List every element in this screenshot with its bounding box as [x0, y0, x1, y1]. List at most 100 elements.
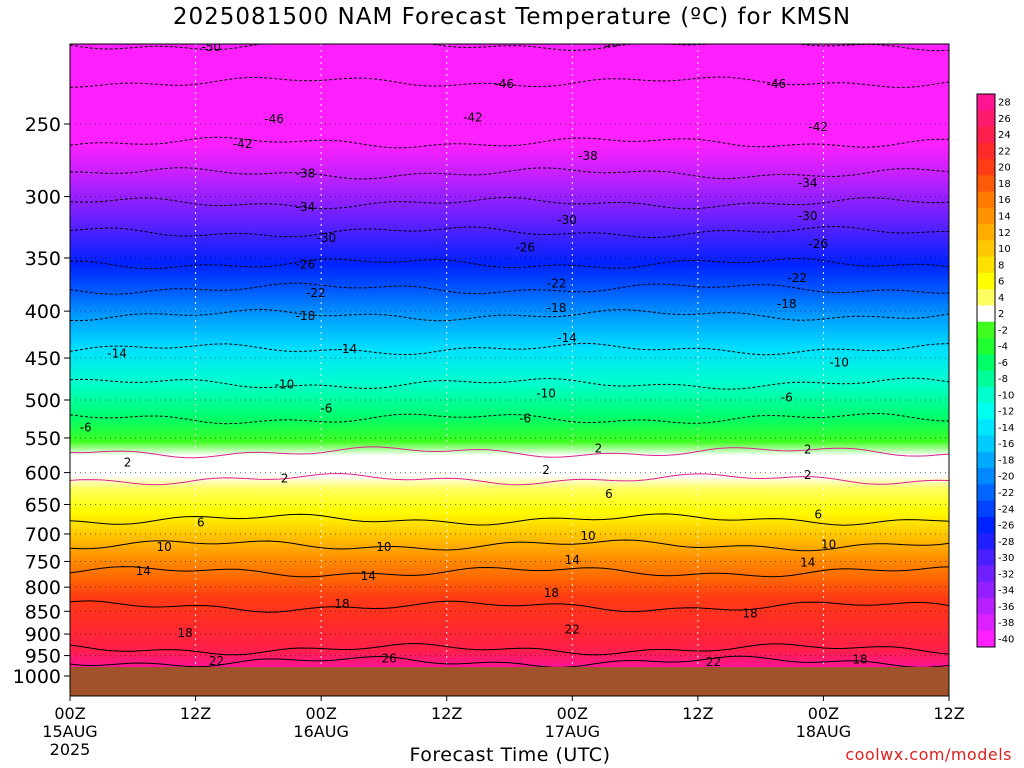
colorbar-swatch	[977, 435, 995, 453]
colorbar-swatch	[977, 484, 995, 502]
isotherm-26	[70, 655, 949, 668]
y-tick-label: 500	[25, 390, 61, 412]
isotherm-18	[70, 600, 949, 613]
isotherm-14	[70, 566, 949, 578]
contour-label: 14	[800, 556, 815, 570]
contour-label: -38	[296, 166, 316, 180]
x-tick-label-top: 00Z	[54, 704, 85, 723]
contour-label: -38	[578, 149, 598, 163]
colorbar-swatch	[977, 451, 995, 469]
colorbar-label: 14	[998, 211, 1011, 222]
contour-label: -22	[547, 276, 567, 290]
contour-label: -18	[777, 297, 797, 311]
y-tick-label: 350	[25, 248, 61, 270]
credit-link[interactable]: coolwx.com/models	[845, 745, 1012, 764]
contour-label: -26	[808, 237, 828, 251]
contour-label: -18	[296, 309, 316, 323]
colorbar-swatch	[977, 305, 995, 323]
colorbar-label: 16	[998, 195, 1011, 206]
x-tick-label-mid: 18AUG	[796, 722, 851, 741]
contour-label: 10	[821, 538, 836, 552]
colorbar-swatch	[977, 419, 995, 437]
isotherm--30	[70, 225, 949, 239]
colorbar-swatch	[977, 354, 995, 371]
colorbar-label: 26	[998, 114, 1011, 125]
colorbar-label: 2	[998, 309, 1004, 320]
x-tick-label-top: 12Z	[431, 704, 462, 723]
isotherm--46	[70, 76, 949, 88]
contour-label: 2	[281, 472, 289, 486]
isotherm-contours	[70, 44, 949, 668]
contour-label: -30	[798, 209, 818, 223]
x-tick-label-mid: 15AUG	[42, 722, 97, 741]
y-tick-label: 400	[25, 301, 61, 323]
isotherm--2	[70, 446, 949, 459]
colorbar-label: -6	[998, 358, 1008, 369]
colorbar-swatch	[977, 598, 995, 615]
contour-label: 2	[804, 468, 812, 482]
contour-label: -46	[494, 77, 514, 91]
contour-label: 2	[542, 463, 550, 477]
contour-label: -42	[808, 120, 828, 134]
colorbar-swatch	[977, 175, 995, 193]
contour-label: -14	[107, 347, 127, 361]
contour-label: -30	[317, 231, 337, 245]
colorbar-label: -38	[998, 618, 1014, 629]
contour-label: -42	[233, 137, 253, 151]
contour-label: 14	[565, 553, 580, 567]
contour-labels: -50 -50-46 -46-46 -42-42-42-38-38-34-34-30-…	[80, 36, 868, 669]
colorbar-swatch	[977, 289, 995, 306]
grid-lines	[70, 44, 949, 696]
contour-label: -26	[296, 258, 316, 272]
contour-label: -46	[767, 77, 787, 91]
colorbar-swatch	[977, 256, 995, 274]
colorbar-swatch	[977, 516, 995, 534]
colorbar-label: -18	[998, 455, 1014, 466]
colorbar-swatch	[977, 110, 995, 128]
contour-label: -6	[80, 421, 92, 435]
colorbar-label: -8	[998, 374, 1008, 385]
contour-label: 18	[852, 653, 867, 667]
contour-label: -18	[547, 301, 567, 315]
colorbar-label: -34	[998, 586, 1014, 597]
isotherm--22	[70, 282, 949, 295]
colorbar-label: -4	[998, 342, 1008, 353]
colorbar-swatch	[977, 403, 995, 420]
isotherm-22	[70, 642, 949, 656]
contour-label: -10	[829, 355, 849, 369]
contour-label: -50	[599, 36, 619, 50]
colorbar-label: 12	[998, 228, 1011, 239]
isotherm-10	[70, 539, 949, 552]
isotherm--6	[70, 412, 949, 425]
isotherm-2	[70, 473, 949, 486]
colorbar-swatch	[977, 630, 995, 648]
colorbar-label: -20	[998, 472, 1014, 483]
contour-label: 18	[177, 626, 192, 640]
contour-label: 18	[334, 597, 349, 611]
isotherm-6	[70, 513, 949, 526]
colorbar-label: -14	[998, 423, 1014, 434]
x-tick-label-top: 12Z	[933, 704, 964, 723]
y-tick-label: 850	[25, 601, 61, 623]
colorbar-label: -30	[998, 553, 1014, 564]
colorbar-swatch	[977, 500, 995, 518]
y-tick-label: 550	[25, 428, 61, 450]
y-tick-label: 650	[25, 494, 61, 516]
colorbar-label: -24	[998, 504, 1014, 515]
y-tick-label: 900	[25, 624, 61, 646]
colorbar-label: -26	[998, 521, 1014, 532]
contour-label: -6	[320, 402, 332, 416]
colorbar-swatch	[977, 581, 995, 599]
contour-label: 2	[804, 442, 812, 456]
y-tick-label: 750	[25, 551, 61, 573]
contour-label: -6	[519, 412, 531, 426]
colorbar-label: 6	[998, 277, 1004, 288]
contour-label: -22	[787, 271, 807, 285]
contour-label: -34	[296, 200, 316, 214]
plot-area: -50 -50-46 -46-46 -42-42-42-38-38-34-34-30-…	[70, 36, 949, 696]
y-tick-label: 950	[25, 646, 61, 668]
y-tick-label: 800	[25, 577, 61, 599]
isotherm--18	[70, 308, 949, 322]
colorbar-swatch	[977, 191, 995, 209]
colorbar-swatch	[977, 565, 995, 583]
